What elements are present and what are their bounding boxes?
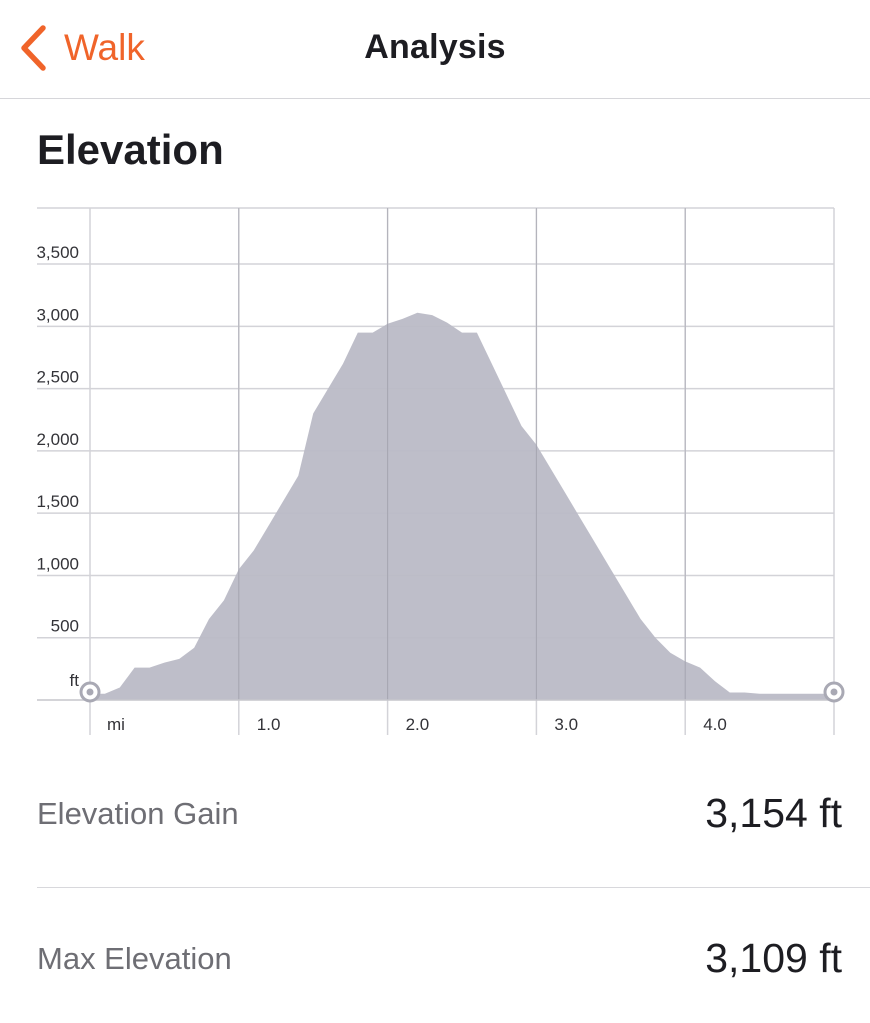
x-tick-label: 4.0 — [703, 715, 727, 734]
elevation-gain-value: 3,154 ft — [705, 790, 842, 836]
y-tick-label: 2,000 — [36, 430, 79, 449]
chevron-left-icon — [21, 25, 46, 71]
back-button-label: Walk — [64, 27, 145, 68]
x-tick-label: 3.0 — [554, 715, 578, 734]
y-tick-label: 3,000 — [36, 305, 79, 324]
x-tick-label: 1.0 — [257, 715, 281, 734]
elevation-area — [90, 312, 834, 700]
elevation-gain-row: Elevation Gain 3,154 ft — [37, 790, 842, 837]
max-elevation-row: Max Elevation 3,109 ft — [37, 935, 842, 982]
y-unit-label: ft — [70, 671, 80, 690]
y-tick-label: 1,500 — [36, 492, 79, 511]
y-tick-label: 3,500 — [36, 243, 79, 262]
y-tick-label: 1,000 — [36, 554, 79, 573]
max-elevation-label: Max Elevation — [37, 940, 232, 976]
stat-divider — [37, 887, 870, 888]
max-elevation-value: 3,109 ft — [705, 935, 842, 981]
y-tick-label: 500 — [51, 617, 79, 636]
y-tick-label: 2,500 — [36, 368, 79, 387]
page-title: Analysis — [364, 28, 506, 66]
end-marker-dot — [830, 688, 838, 696]
x-tick-label: 2.0 — [406, 715, 430, 734]
back-button[interactable]: Walk — [18, 22, 145, 74]
elevation-chart: 500 1,000 1,500 2,000 2,500 3,000 3,500 ft mi 1.0… — [36, 207, 845, 735]
x-unit-label: mi — [107, 715, 125, 734]
start-marker-dot — [86, 688, 94, 696]
section-title: Elevation — [37, 126, 224, 173]
navigation-bar: Walk Analysis — [0, 0, 870, 99]
elevation-gain-label: Elevation Gain — [37, 795, 239, 831]
